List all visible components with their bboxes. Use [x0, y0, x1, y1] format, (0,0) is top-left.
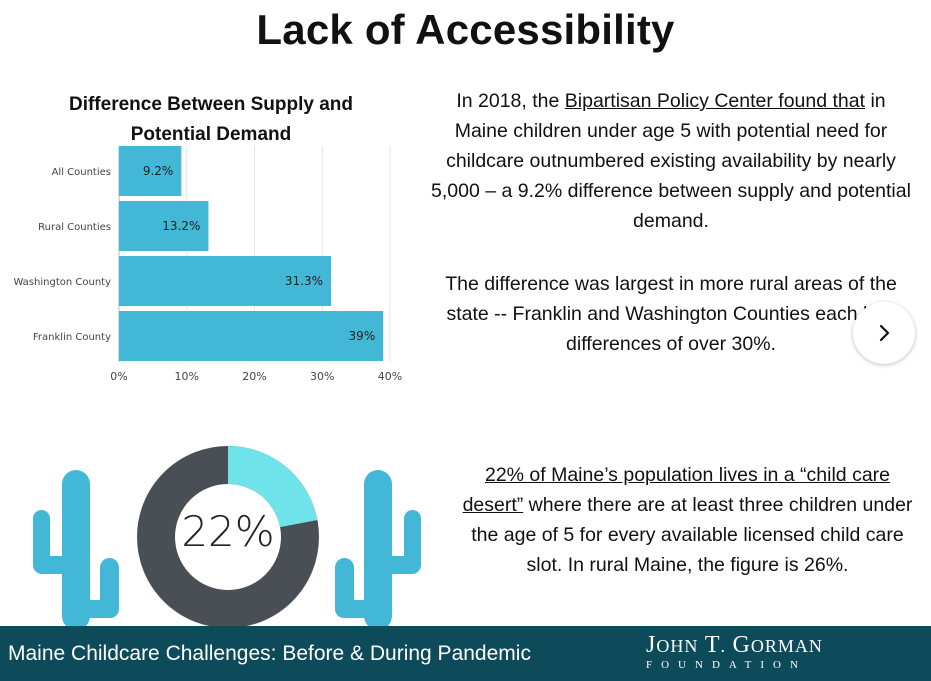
- paragraph-child-care-desert: 22% of Maine’s population lives in a “ch…: [460, 460, 915, 580]
- category-label: Rural Counties: [38, 222, 111, 233]
- bar-value-label: 9.2%: [143, 164, 174, 178]
- x-tick-label: 0%: [110, 370, 127, 383]
- paragraph-text: in Maine children under age 5 with poten…: [431, 90, 911, 232]
- x-tick-label: 10%: [175, 370, 199, 383]
- footer-title: Maine Childcare Challenges: Before & Dur…: [8, 642, 531, 665]
- category-label: All Counties: [52, 167, 111, 178]
- child-care-desert-link[interactable]: 22% of Maine’s population lives in a “ch…: [462, 464, 891, 516]
- donut-segment: [227, 446, 318, 528]
- page-title: Lack of Accessibility: [256, 6, 675, 53]
- paragraph-rural-areas: The difference was largest in more rural…: [445, 273, 897, 355]
- donut-chart: [137, 446, 319, 628]
- chevron-right-icon: [879, 324, 890, 342]
- bipartisan-policy-link[interactable]: Bipartisan Policy Center found that: [564, 90, 866, 112]
- category-label: Washington County: [13, 277, 111, 288]
- foundation-logo-subtitle: FOUNDATION: [646, 659, 807, 671]
- bar-value-label: 31.3%: [285, 274, 323, 288]
- x-tick-label: 40%: [378, 370, 402, 383]
- cactus-icon: [335, 470, 421, 626]
- footer-bar: Maine Childcare Challenges: Before & Dur…: [0, 626, 931, 681]
- foundation-logo-name: JOHN T. GORMAN: [646, 632, 823, 658]
- next-slide-button[interactable]: [853, 302, 915, 364]
- bar-chart: 0% 10% 20% 30% 40% 9.2% All Counties 13.2% Rural…: [13, 146, 402, 383]
- paragraph-supply-demand: In 2018, the Bipartisan Policy Center fo…: [430, 86, 912, 236]
- category-label: Franklin County: [33, 332, 111, 343]
- paragraph-text: In 2018, the: [456, 90, 565, 112]
- bar-value-label: 13.2%: [162, 219, 200, 233]
- x-tick-label: 20%: [242, 370, 266, 383]
- bar: [119, 256, 332, 306]
- bar: [119, 146, 182, 196]
- x-tick-label: 30%: [310, 370, 334, 383]
- bar: [119, 311, 384, 361]
- bar-value-label: 39%: [349, 329, 376, 343]
- paragraph-text: where there are at least three children …: [471, 494, 913, 576]
- bar: [119, 201, 209, 251]
- cactus-icon: [33, 470, 119, 626]
- donut-value-label: 22%: [181, 507, 275, 556]
- chart-title: Difference Between Supply and Potential …: [68, 94, 353, 145]
